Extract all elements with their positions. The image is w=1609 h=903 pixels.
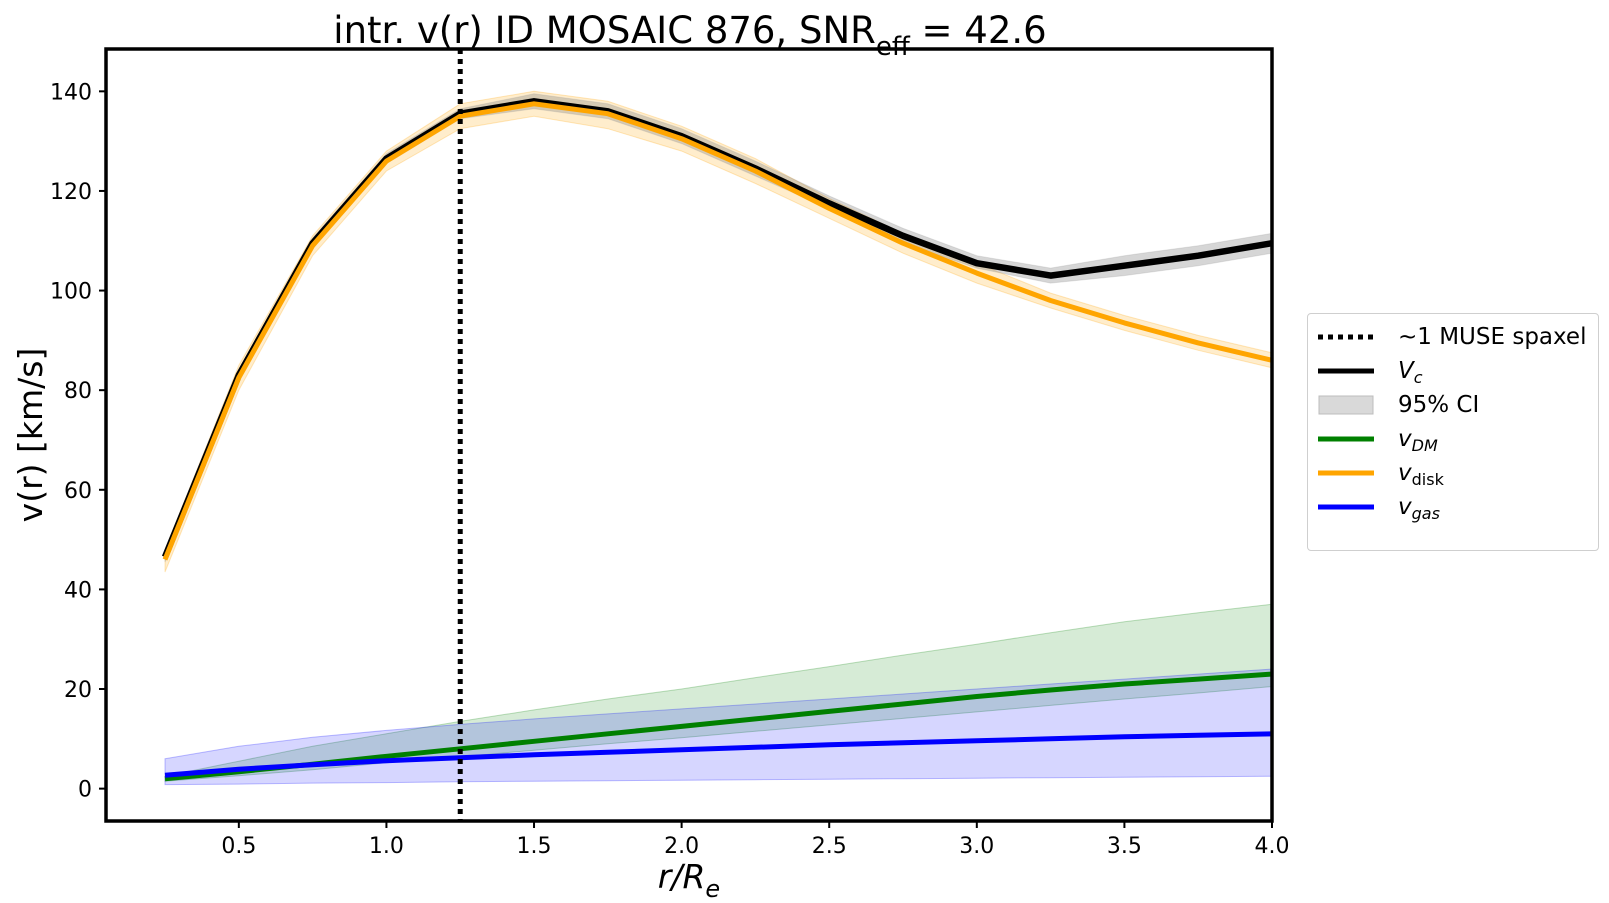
x-tick-label: 1.0 xyxy=(369,834,404,859)
y-tick-label: 140 xyxy=(50,80,92,105)
y-tick-label: 120 xyxy=(50,180,92,205)
legend-item-vdm: vDM xyxy=(1318,422,1598,456)
legend-label-vc: Vc xyxy=(1398,354,1423,395)
legend-item-ci: 95% CI xyxy=(1318,388,1598,422)
legend-vdisk-sub: disk xyxy=(1411,470,1444,489)
x-tick-label: 4.0 xyxy=(1255,834,1290,859)
y-tick-label: 40 xyxy=(64,578,92,603)
legend-vc-sub: c xyxy=(1413,368,1423,387)
legend-vdm-sub: DM xyxy=(1411,436,1438,455)
series-line-v-disk xyxy=(162,101,1273,561)
legend-label-vdm: vDM xyxy=(1398,422,1438,463)
legend-vdm-main: v xyxy=(1398,426,1412,452)
y-tick-label: 20 xyxy=(64,678,92,703)
x-tick-label: 2.5 xyxy=(812,834,847,859)
y-tick-label: 0 xyxy=(78,778,92,803)
x-tick-label: 2.0 xyxy=(664,834,699,859)
x-tick-label: 1.5 xyxy=(517,834,552,859)
legend-vgas-main: v xyxy=(1398,494,1412,520)
black-line-swatch xyxy=(1318,368,1374,374)
y-axis-label: v(r) [km/s] xyxy=(11,348,50,523)
ci-band-v-disk xyxy=(164,90,1273,573)
chart-title: intr. v(r) ID MOSAIC 876, SNReff = 42.6 xyxy=(333,9,1046,62)
legend-item-vc: Vc xyxy=(1318,354,1598,388)
title-snr-sub: eff xyxy=(876,32,911,62)
legend-item-muse: ~1 MUSE spaxel xyxy=(1318,320,1598,354)
title-main: intr. v(r) ID MOSAIC 876, xyxy=(333,9,799,52)
x-axis-label-main: r/R xyxy=(658,857,706,896)
legend-vdisk-main: v xyxy=(1398,460,1412,486)
ci-patch-swatch xyxy=(1318,395,1374,415)
title-snr-label: SNR xyxy=(799,9,876,52)
y-tick-label: 100 xyxy=(50,280,92,305)
legend-label-vdisk: vdisk xyxy=(1398,456,1444,497)
legend-vgas-sub: gas xyxy=(1411,504,1440,523)
legend-item-vgas: vgas xyxy=(1318,490,1598,524)
x-axis-label-sub: e xyxy=(705,875,720,903)
series-lines xyxy=(161,98,1273,782)
x-tick-label: 3.0 xyxy=(959,834,994,859)
series-line-v-gas xyxy=(164,731,1273,778)
y-tick-label: 60 xyxy=(64,479,92,504)
title-snr-value: = 42.6 xyxy=(910,9,1047,52)
legend-label-muse: ~1 MUSE spaxel xyxy=(1398,324,1587,350)
x-axis-ticks: 0.5 1.0 1.5 2.0 2.5 3.0 3.5 4.0 xyxy=(221,821,1290,859)
x-axis-label: r/Re xyxy=(658,857,720,903)
legend-vc-main: V xyxy=(1398,358,1414,384)
green-line-swatch xyxy=(1318,436,1374,442)
legend: ~1 MUSE spaxel Vc 95% CI vDM vdisk vgas xyxy=(1307,313,1599,551)
x-tick-label: 0.5 xyxy=(221,834,256,859)
series-line-v-c xyxy=(161,98,1273,559)
legend-label-ci: 95% CI xyxy=(1398,392,1480,418)
x-tick-label: 3.5 xyxy=(1107,834,1142,859)
orange-line-swatch xyxy=(1318,470,1374,476)
blue-line-swatch xyxy=(1318,504,1374,510)
dotted-line-swatch xyxy=(1318,334,1374,340)
confidence-bands xyxy=(164,90,1273,786)
plot-frame xyxy=(104,47,1274,823)
legend-item-vdisk: vdisk xyxy=(1318,456,1598,490)
y-tick-label: 80 xyxy=(64,379,92,404)
legend-label-vgas: vgas xyxy=(1398,490,1440,531)
y-axis-ticks: 0 20 40 60 80 100 120 140 xyxy=(50,80,106,803)
